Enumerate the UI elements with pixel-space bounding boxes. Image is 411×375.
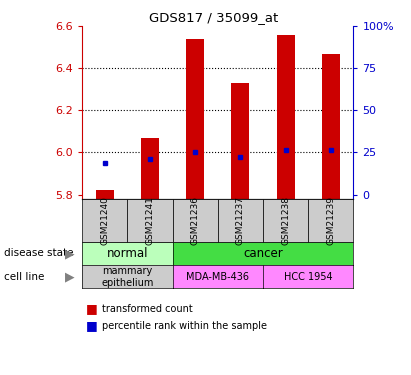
Bar <box>141 138 159 199</box>
Text: percentile rank within the sample: percentile rank within the sample <box>102 321 267 331</box>
Text: GSM21241: GSM21241 <box>145 196 155 245</box>
Text: GDS817 / 35099_at: GDS817 / 35099_at <box>149 11 278 24</box>
Text: mammary
epithelium: mammary epithelium <box>101 266 154 288</box>
Text: GSM21237: GSM21237 <box>236 196 245 245</box>
Text: GSM21240: GSM21240 <box>100 196 109 245</box>
Bar <box>277 34 295 199</box>
Bar <box>186 39 204 199</box>
Text: ▶: ▶ <box>65 270 75 283</box>
Text: cancer: cancer <box>243 247 283 260</box>
Text: normal: normal <box>107 247 148 260</box>
Text: ▶: ▶ <box>65 247 75 260</box>
Text: MDA-MB-436: MDA-MB-436 <box>186 272 249 282</box>
Text: GSM21236: GSM21236 <box>191 196 200 245</box>
Bar <box>96 190 114 199</box>
Text: disease state: disease state <box>4 249 74 258</box>
Text: GSM21239: GSM21239 <box>326 196 335 245</box>
Text: HCC 1954: HCC 1954 <box>284 272 332 282</box>
Text: cell line: cell line <box>4 272 44 282</box>
Text: transformed count: transformed count <box>102 304 193 314</box>
Bar <box>322 54 340 199</box>
Text: GSM21238: GSM21238 <box>281 196 290 245</box>
Text: ■: ■ <box>86 303 98 315</box>
Text: ■: ■ <box>86 320 98 332</box>
Bar <box>231 83 249 199</box>
